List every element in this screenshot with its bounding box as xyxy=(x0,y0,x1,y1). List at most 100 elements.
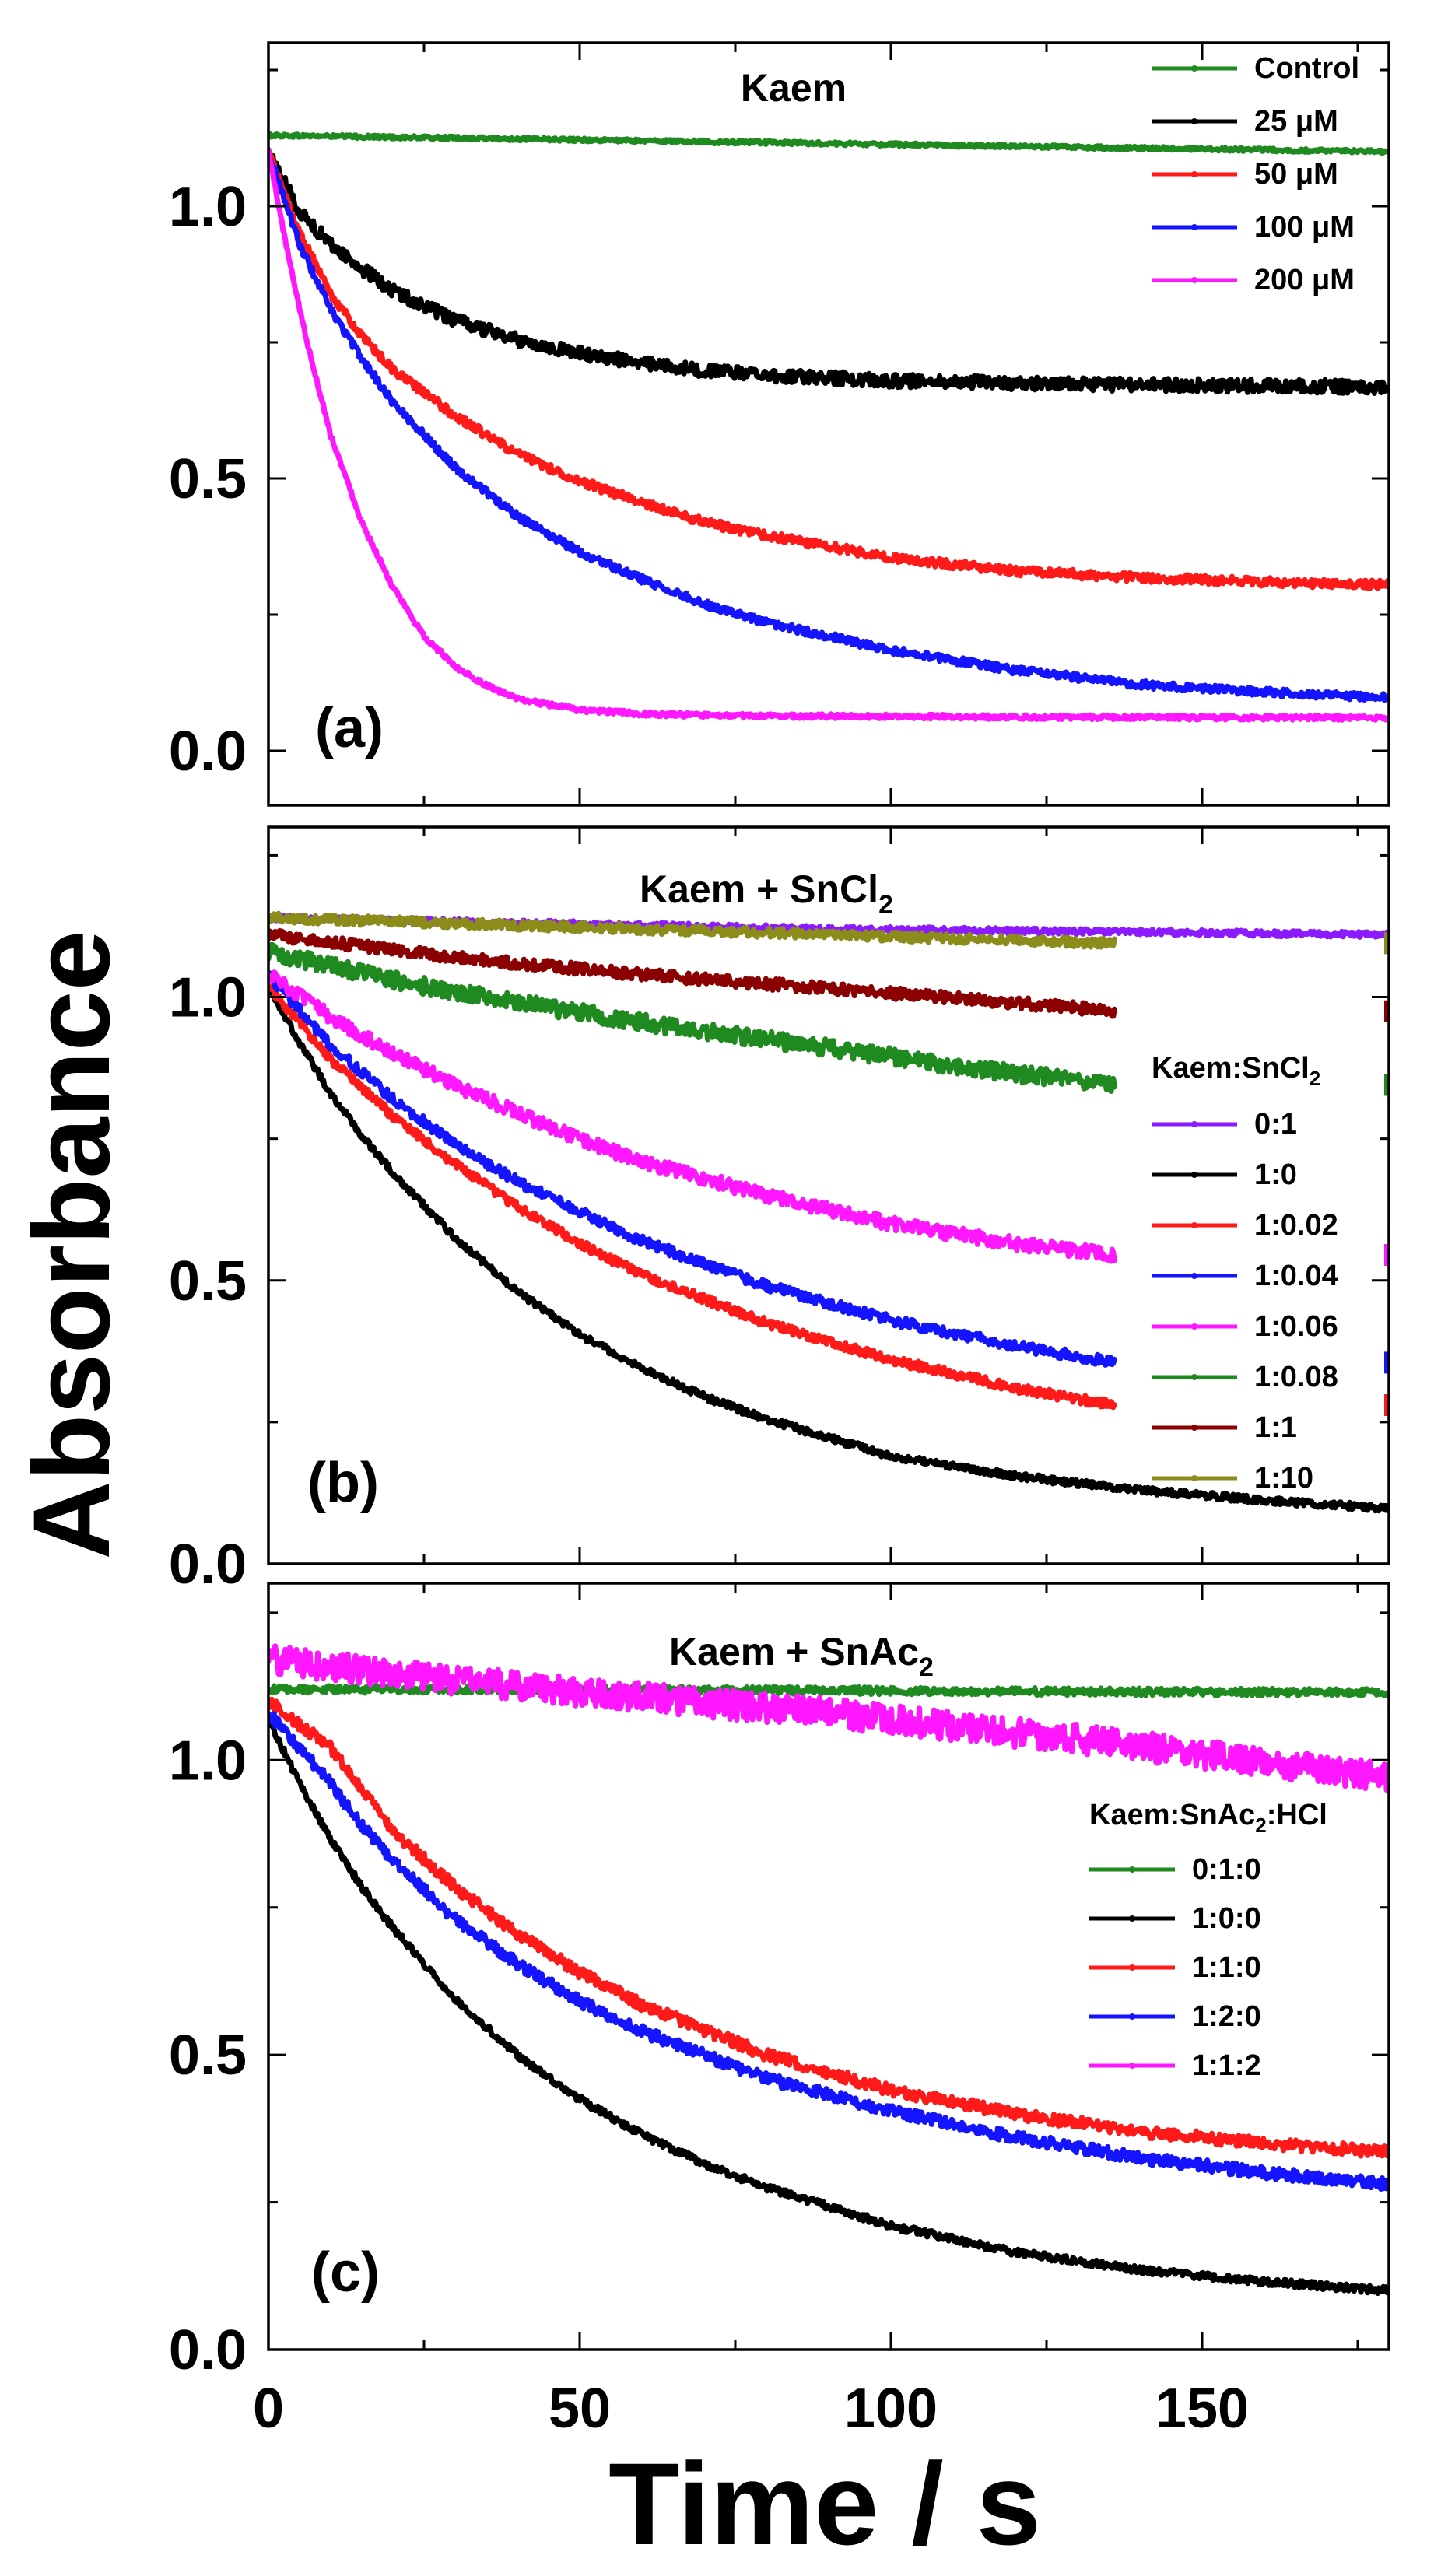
legend: Control 25 μM 50 μM 100 μM 200 μM xyxy=(1152,52,1359,296)
legend-label: 1:1:2 xyxy=(1192,2049,1261,2082)
legend-label: 1:10 xyxy=(1254,1462,1313,1495)
legend-label: 1:1 xyxy=(1254,1411,1297,1444)
legend-marker xyxy=(1191,1172,1197,1178)
legend-title-subscript: 2 xyxy=(1310,1067,1320,1090)
plot-frame xyxy=(267,825,1390,1565)
legend-marker xyxy=(1191,1425,1197,1431)
series-group xyxy=(268,1643,1389,2297)
series-group xyxy=(268,131,1389,723)
legend-marker xyxy=(1191,1222,1197,1228)
series-line-1-0-06 xyxy=(268,969,1117,1264)
panels-container: 0.0 0.5 1.0 Kaem (a) Control 25 μM 50 μM 100 μM 2… xyxy=(169,41,1390,2440)
y-tick-label: 0.0 xyxy=(169,720,247,783)
legend-marker xyxy=(1129,2013,1135,2020)
series-line-1-10 xyxy=(268,910,1117,950)
legend: Kaem:SnCl2 0:1 1:0 1:0.02 1:0.04 1:0.06 1:0.08… xyxy=(1152,1052,1338,1495)
x-tick-label: 150 xyxy=(1155,2378,1249,2440)
y-tick-label: 0.5 xyxy=(169,448,247,510)
legend-marker xyxy=(1191,224,1197,230)
legend-title-subscript: 2 xyxy=(1255,1814,1266,1837)
y-tick-label: 1.0 xyxy=(169,1730,247,1792)
legend-marker xyxy=(1129,1915,1135,1922)
series-line-1-1 xyxy=(268,927,1117,1019)
legend-title: Kaem:SnAc2:HCl xyxy=(1089,1799,1327,1837)
legend-marker xyxy=(1191,277,1197,283)
legend-label: Control xyxy=(1254,52,1359,85)
panel-title: Kaem xyxy=(741,66,847,110)
series-line-1-0-08 xyxy=(268,941,1117,1094)
panel-letter: (c) xyxy=(311,2241,380,2304)
legend-title: Kaem:SnCl2 xyxy=(1152,1052,1320,1090)
legend-label: 1:0.08 xyxy=(1254,1361,1338,1393)
legend-label: 0:1:0 xyxy=(1192,1853,1261,1886)
legend-label: 1:0:0 xyxy=(1192,1902,1261,1935)
series-line-control xyxy=(268,131,1389,156)
legend-marker xyxy=(1191,1475,1197,1481)
panel-title-subscript: 2 xyxy=(878,890,893,920)
series-end-marker xyxy=(1384,1394,1390,1417)
legend-marker xyxy=(1129,1964,1135,1971)
series-group xyxy=(268,910,1389,1514)
legend: Kaem:SnAc2:HCl 0:1:0 1:0:0 1:1:0 1:2:0 1:1:2 xyxy=(1089,1799,1327,2082)
legend-label: 200 μM xyxy=(1254,264,1355,296)
panel-c: 0.0 0.5 1.0 0 50 100 150 Kaem + SnAc2 (c) Kaem:Sn… xyxy=(169,1582,1390,2440)
plot-frame xyxy=(267,1582,1390,2351)
y-tick-label: 1.0 xyxy=(169,967,247,1029)
legend-label: 100 μM xyxy=(1254,211,1355,244)
legend-label: 1:0 xyxy=(1254,1158,1297,1191)
legend-label: 50 μM xyxy=(1254,158,1338,191)
legend-marker xyxy=(1191,171,1197,177)
legend-label: 1:0.04 xyxy=(1254,1260,1338,1292)
x-tick-label: 0 xyxy=(253,2378,284,2440)
panel-title: Kaem + SnAc2 xyxy=(669,1630,934,1682)
legend-marker xyxy=(1191,118,1197,124)
plot-frame xyxy=(267,41,1390,807)
y-tick-label: 0.5 xyxy=(169,2024,247,2087)
series-line-50-m xyxy=(268,147,1389,591)
legend-marker xyxy=(1129,2063,1135,2069)
legend-marker xyxy=(1129,1866,1135,1873)
series-end-marker xyxy=(1384,1000,1390,1022)
series-end-marker xyxy=(1384,1351,1390,1374)
panel-letter: (b) xyxy=(307,1452,379,1514)
series-line-1-2-0 xyxy=(268,1711,1389,2192)
panel-b: 0.0 0.5 1.0 Kaem + SnCl2 (b) Kaem:SnCl2 0:1 1:0… xyxy=(169,825,1390,1596)
y-tick-label: 1.0 xyxy=(169,176,247,238)
panel-title: Kaem + SnCl2 xyxy=(640,867,893,920)
legend-title-tail: :HCl xyxy=(1267,1799,1327,1831)
legend-marker xyxy=(1191,1323,1197,1330)
series-line-100-m xyxy=(268,147,1389,703)
series-line-25-m xyxy=(268,147,1389,396)
series-end-marker xyxy=(1384,1074,1390,1096)
y-tick-label: 0.5 xyxy=(169,1250,247,1313)
series-line-1-1-0 xyxy=(268,1696,1389,2159)
legend-marker xyxy=(1191,1273,1197,1279)
legend-label: 1:0.06 xyxy=(1254,1310,1338,1343)
y-axis-label: Absorbance xyxy=(10,930,132,1559)
panel-a: 0.0 0.5 1.0 Kaem (a) Control 25 μM 50 μM 100 μM 2… xyxy=(169,41,1390,807)
legend-label: 1:0.02 xyxy=(1254,1209,1338,1242)
legend-marker xyxy=(1191,1374,1197,1380)
series-line-200-m xyxy=(268,148,1389,723)
legend-label: 25 μM xyxy=(1254,105,1338,138)
legend-marker xyxy=(1191,1121,1197,1127)
series-line-1-1-2 xyxy=(268,1643,1389,1793)
legend-label: 1:1:0 xyxy=(1192,1951,1261,1984)
series-end-marker xyxy=(1384,932,1390,955)
y-tick-label: 0.0 xyxy=(169,2319,247,2381)
panel-title-subscript: 2 xyxy=(919,1652,934,1682)
series-line-1-0-02 xyxy=(268,983,1117,1411)
legend-label: 1:2:0 xyxy=(1192,2000,1261,2033)
x-axis-label: Time / s xyxy=(608,2438,1041,2569)
x-tick-label: 100 xyxy=(844,2378,938,2440)
x-tick-label: 50 xyxy=(549,2378,611,2440)
legend-marker xyxy=(1191,65,1197,72)
panel-letter: (a) xyxy=(315,697,384,759)
series-line-1-0-0 xyxy=(268,1716,1389,2297)
series-line-1-0-04 xyxy=(268,970,1117,1368)
y-tick-label: 0.0 xyxy=(169,1533,247,1596)
legend-label: 0:1 xyxy=(1254,1108,1297,1141)
series-line-1-0 xyxy=(268,986,1389,1514)
series-end-marker xyxy=(1384,1243,1390,1266)
